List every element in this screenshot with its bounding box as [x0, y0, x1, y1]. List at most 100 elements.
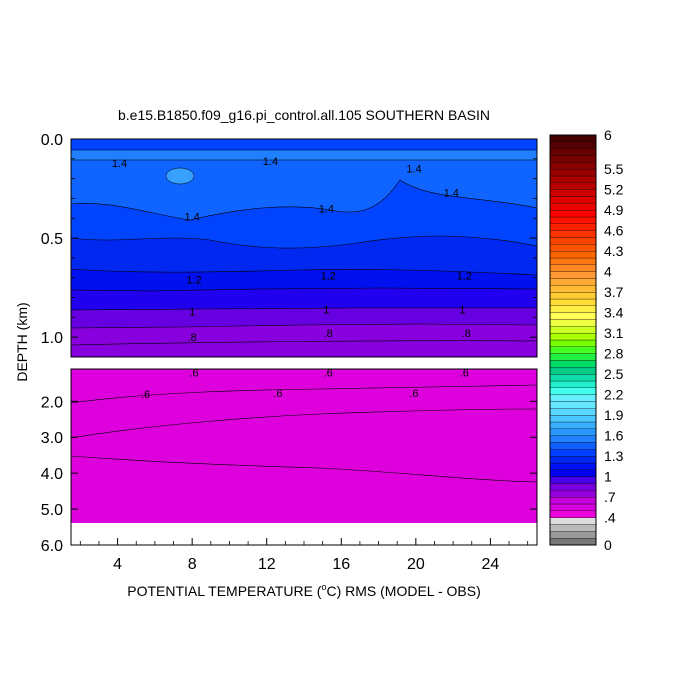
- colorbar-swatch: [549, 182, 597, 190]
- colorbar-swatch: [549, 155, 597, 163]
- colorbar-swatch: [549, 292, 597, 300]
- colorbar-swatch: [549, 333, 597, 341]
- upper-band-blue3: [71, 236, 537, 275]
- colorbar-swatch: [549, 141, 597, 149]
- x-axis-label: POTENTIAL TEMPERATURE (oC) RMS (MODEL - …: [127, 582, 481, 599]
- colorbar-swatch: [549, 374, 597, 382]
- colorbar-swatch: [549, 490, 597, 498]
- contour-label: .8: [324, 328, 333, 340]
- contour-label: .6: [324, 368, 333, 380]
- colorbar-swatch: [549, 428, 597, 436]
- x-axis-label-end: C) RMS (MODEL - OBS): [326, 583, 480, 599]
- colorbar-swatch: [549, 415, 597, 423]
- colorbar-swatch: [549, 531, 597, 539]
- upper-band-blue1: [71, 288, 537, 310]
- upper-patch-light: [165, 167, 195, 185]
- colorbar: [549, 134, 597, 546]
- colorbar-swatch: [549, 223, 597, 231]
- y-axis-label: DEPTH (km): [14, 302, 30, 381]
- colorbar-swatch: [549, 421, 597, 429]
- colorbar-swatch: [549, 462, 597, 470]
- upper-band-blue4: [71, 180, 537, 249]
- contour-label: 1.4: [406, 164, 421, 176]
- colorbar-label: 4.3: [604, 243, 624, 259]
- colorbar-label: 5.2: [604, 182, 624, 198]
- colorbar-swatch: [549, 483, 597, 491]
- lower-background: [71, 369, 537, 523]
- colorbar-label: 3.1: [604, 325, 624, 341]
- lower-panel: .6 .6 .6 .6 .6 .6 2.0 3.0 4.0 5.0 6.0 4 8 12 16 20 24: [41, 368, 538, 573]
- colorbar-swatch: [549, 524, 597, 532]
- colorbar-label: 3.4: [604, 305, 624, 321]
- x-tick-label: 16: [332, 556, 350, 573]
- x-axis-label-main: POTENTIAL TEMPERATURE (: [127, 583, 322, 599]
- colorbar-swatch: [549, 442, 597, 450]
- colorbar-swatch: [549, 175, 597, 183]
- colorbar-swatch: [549, 264, 597, 272]
- colorbar-label: 0: [604, 537, 612, 553]
- colorbar-swatch: [549, 210, 597, 218]
- contour-label: 1.2: [186, 275, 201, 287]
- colorbar-frame: [549, 134, 597, 546]
- contour-label: 1.2: [457, 271, 472, 283]
- contour-label: .6: [409, 388, 418, 400]
- colorbar-swatch: [549, 189, 597, 197]
- colorbar-label: 2.8: [604, 346, 624, 362]
- chart-title: b.e15.B1850.f09_g16.pi_control.all.105 S…: [118, 107, 490, 123]
- colorbar-label: 4.9: [604, 202, 624, 218]
- contour-label: 1.4: [185, 211, 200, 223]
- contour-label: 1.4: [112, 158, 127, 170]
- upper-y-axis: 0.0 0.5 1.0: [41, 132, 537, 358]
- colorbar-swatch: [549, 497, 597, 505]
- x-tick-label: 12: [258, 556, 276, 573]
- colorbar-swatch: [549, 476, 597, 484]
- contour-label: 1.4: [263, 156, 278, 168]
- colorbar-swatch: [549, 380, 597, 388]
- colorbar-swatch: [549, 503, 597, 511]
- colorbar-swatch: [549, 387, 597, 395]
- contour-label: 1.4: [319, 203, 334, 215]
- upper-frame: [70, 138, 538, 358]
- x-axis: 4 8 12 16 20 24: [79, 538, 529, 573]
- upper-band-surface-dark: [71, 139, 537, 150]
- y-tick-label: 0.0: [41, 132, 63, 149]
- x-tick-label: 20: [407, 556, 425, 573]
- colorbar-swatch: [549, 435, 597, 443]
- contour-label: 1: [459, 304, 465, 316]
- colorbar-labels: 6 5.5 5.2 4.9 4.6 4.3 4 3.7 3.4 3.1 2.8 2.5 2.2 1.9 1.…: [604, 127, 624, 553]
- colorbar-swatch: [549, 244, 597, 252]
- x-tick-label: 4: [113, 556, 122, 573]
- colorbar-swatch: [549, 216, 597, 224]
- colorbar-swatch: [549, 469, 597, 477]
- contour-label: .6: [273, 388, 282, 400]
- colorbar-swatch: [549, 196, 597, 204]
- colorbar-swatch: [549, 517, 597, 525]
- colorbar-swatch: [549, 510, 597, 518]
- colorbar-swatch: [549, 367, 597, 375]
- x-tick-label: 8: [188, 556, 197, 573]
- colorbar-swatch: [549, 312, 597, 320]
- colorbar-label: .7: [604, 489, 616, 505]
- colorbar-label: 2.2: [604, 387, 624, 403]
- colorbar-swatch: [549, 449, 597, 457]
- colorbar-label: 5.5: [604, 161, 624, 177]
- colorbar-swatch: [549, 401, 597, 409]
- y-tick-label: 1.0: [41, 330, 63, 347]
- contour-label: 1: [323, 304, 329, 316]
- y-tick-label: 4.0: [41, 466, 63, 483]
- colorbar-swatch: [549, 203, 597, 211]
- lower-y-axis: 2.0 3.0 4.0 5.0 6.0: [41, 394, 537, 555]
- colorbar-swatch: [549, 305, 597, 313]
- lower-contour-lines: [70, 384, 538, 483]
- colorbar-swatch: [549, 237, 597, 245]
- colorbar-label: 1.6: [604, 428, 624, 444]
- upper-band-blue5: [71, 150, 537, 220]
- colorbar-swatch: [549, 319, 597, 327]
- colorbar-swatch: [549, 285, 597, 293]
- x-axis-label-sup: o: [321, 582, 326, 592]
- y-tick-label: 0.5: [41, 231, 63, 248]
- upper-band-violet: [71, 324, 537, 357]
- colorbar-swatch: [549, 271, 597, 279]
- upper-contour-labels: 1.4 1.4 1.4 1.4 1.4 1.4 1.2 1.2 1.2 1 1 1 .8 .8 .8: [112, 156, 472, 344]
